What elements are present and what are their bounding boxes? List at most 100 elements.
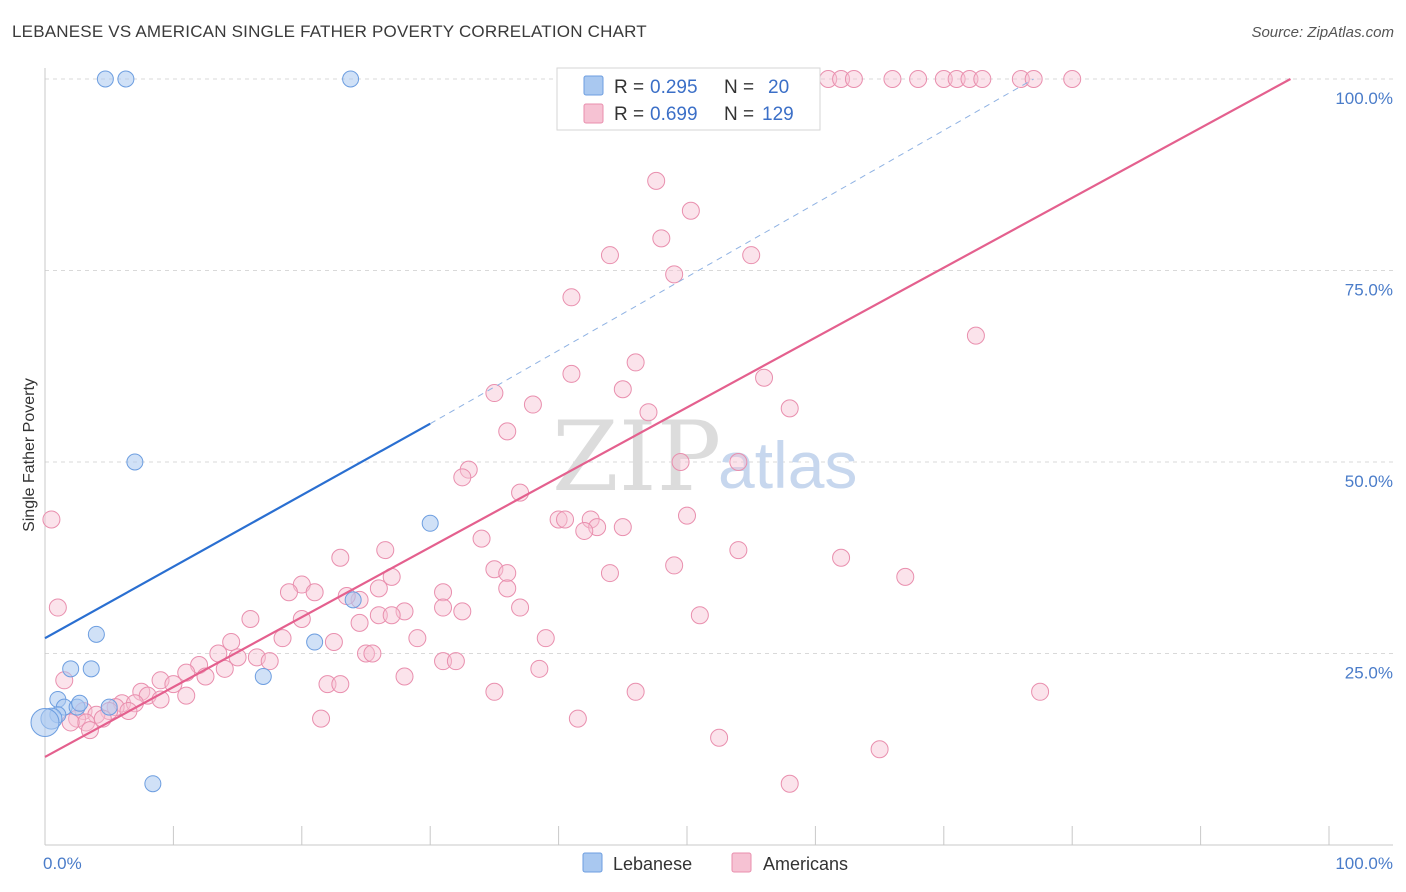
americans-point <box>966 326 985 345</box>
source-label: Source: ZipAtlas.com <box>1251 24 1394 41</box>
americans-point <box>568 709 587 728</box>
legend-r-value-lebanese: 0.295 <box>650 77 698 98</box>
americans-point <box>324 633 343 652</box>
legend-n-label-lebanese: N = <box>724 77 754 98</box>
lebanese-point <box>100 698 118 716</box>
americans-point <box>530 659 549 678</box>
americans-point <box>581 510 600 529</box>
americans-point <box>626 353 645 372</box>
lebanese-trend-line <box>44 422 431 640</box>
americans-point <box>485 384 504 403</box>
americans-point <box>61 713 80 732</box>
lebanese-trend-extension <box>429 78 1034 425</box>
americans-point <box>434 652 453 671</box>
lebanese-point <box>117 70 135 88</box>
lebanese-point <box>71 694 89 712</box>
americans-point <box>363 644 382 663</box>
americans-point <box>536 629 555 648</box>
americans-point <box>318 675 337 694</box>
americans-point <box>453 468 472 487</box>
americans-point <box>260 652 279 671</box>
americans-point <box>177 686 196 705</box>
watermark: ZIP atlas <box>552 401 857 513</box>
y-tick-label: 75.0% <box>1345 281 1393 300</box>
americans-point <box>357 644 375 663</box>
y-axis-label: Single Father Poverty <box>21 378 38 532</box>
americans-point <box>498 564 517 583</box>
lebanese-point <box>421 514 439 532</box>
americans-point <box>600 564 619 583</box>
chart-title: LEBANESE VS AMERICAN SINGLE FATHER POVER… <box>12 22 647 41</box>
americans-point <box>215 659 234 678</box>
lebanese-point <box>306 633 324 651</box>
americans-point <box>498 422 517 441</box>
lebanese-point <box>96 70 114 88</box>
americans-point <box>639 403 658 422</box>
x-tick-label-min: 0.0% <box>43 854 82 873</box>
americans-point <box>312 709 331 728</box>
americans-point <box>382 606 401 625</box>
y-tick-label: 50.0% <box>1345 472 1393 491</box>
americans-point <box>305 583 324 602</box>
legend: R = 0.295 N = 20 R = 0.699 N = 129 <box>556 67 821 131</box>
americans-point <box>408 629 427 648</box>
legend-r-label-americans: R = <box>614 104 644 125</box>
americans-point <box>369 606 388 625</box>
americans-point <box>369 579 388 598</box>
americans-point <box>511 598 530 617</box>
americans-point <box>690 606 709 625</box>
americans-point <box>934 70 953 88</box>
americans-points <box>42 70 1082 793</box>
americans-point <box>279 583 298 602</box>
y-tick-label: 25.0% <box>1345 664 1393 683</box>
lebanese-point <box>87 625 105 643</box>
americans-point <box>780 774 799 793</box>
americans-point <box>681 201 700 220</box>
americans-point <box>556 510 575 529</box>
tick-labels: 100.0% 75.0% 50.0% 25.0% 0.0% 100.0% <box>43 89 1393 873</box>
americans-point <box>729 453 748 471</box>
americans-point <box>780 399 799 418</box>
americans-point <box>562 288 581 307</box>
legend-n-label-americans: N = <box>724 104 754 125</box>
americans-point <box>549 510 568 529</box>
americans-point <box>485 682 504 701</box>
americans-point <box>671 453 690 471</box>
americans-point <box>1011 70 1030 88</box>
legend-r-value-americans: 0.699 <box>650 104 698 125</box>
lebanese-point <box>144 775 162 793</box>
americans-point <box>909 70 928 88</box>
americans-point <box>665 265 684 284</box>
americans-point <box>1031 682 1050 701</box>
legend-n-value-lebanese: 20 <box>768 77 789 98</box>
americans-point <box>331 548 350 567</box>
lebanese-point <box>62 660 80 678</box>
americans-point <box>870 740 889 759</box>
bottom-legend-swatch-americans <box>731 852 752 873</box>
americans-point <box>755 368 774 387</box>
americans-point <box>523 395 542 414</box>
americans-point <box>459 460 478 479</box>
americans-point <box>960 70 979 88</box>
americans-point <box>376 541 395 560</box>
bottom-legend: Lebanese Americans <box>582 852 848 874</box>
americans-point <box>562 364 581 383</box>
americans-point <box>273 629 292 648</box>
americans-point <box>472 529 491 548</box>
y-tick-label: 100.0% <box>1335 89 1393 108</box>
americans-point <box>947 70 966 88</box>
americans-point <box>710 728 729 747</box>
lebanese-point <box>126 453 144 471</box>
lebanese-point <box>82 660 100 678</box>
legend-r-label-lebanese: R = <box>614 77 644 98</box>
bottom-legend-swatch-lebanese <box>582 852 603 873</box>
americans-point <box>395 667 414 686</box>
americans-point <box>241 610 260 629</box>
americans-point <box>896 567 915 586</box>
americans-point <box>331 675 350 694</box>
legend-swatch-lebanese <box>583 75 604 96</box>
americans-point <box>613 380 632 399</box>
lebanese-point <box>30 707 60 737</box>
americans-point <box>1063 70 1082 88</box>
americans-point <box>446 652 465 671</box>
